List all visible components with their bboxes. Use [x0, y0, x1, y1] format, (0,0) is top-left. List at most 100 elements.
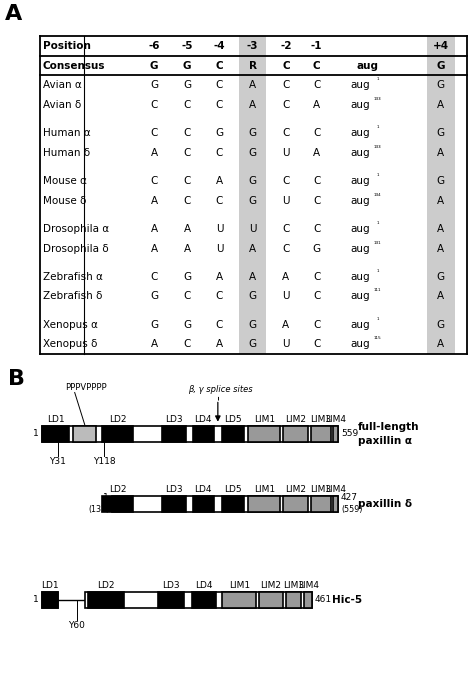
Bar: [88, 592, 124, 608]
Text: -4: -4: [214, 41, 225, 51]
Text: C: C: [216, 320, 223, 330]
Bar: [102, 426, 133, 442]
Text: Y60: Y60: [68, 621, 85, 630]
Text: LIM3: LIM3: [310, 485, 331, 494]
Text: A: A: [313, 148, 320, 158]
Text: C: C: [313, 320, 320, 330]
Text: C: C: [313, 128, 320, 138]
Text: Zebrafish α: Zebrafish α: [43, 272, 102, 282]
Text: G: G: [248, 291, 257, 301]
Text: G: G: [248, 128, 257, 138]
Text: -1: -1: [311, 41, 322, 51]
Text: A: A: [150, 243, 158, 254]
Text: A: A: [150, 340, 158, 349]
Bar: [222, 426, 244, 442]
Text: ¹: ¹: [376, 174, 379, 179]
Text: C: C: [282, 80, 290, 90]
Text: ¹³⁴: ¹³⁴: [374, 194, 382, 198]
Text: +4: +4: [433, 41, 449, 51]
Text: C: C: [150, 272, 158, 282]
Text: 559: 559: [341, 429, 358, 438]
Text: LIM1: LIM1: [254, 415, 275, 424]
Text: C: C: [183, 291, 191, 301]
Text: A: A: [282, 272, 290, 282]
Text: Consensus: Consensus: [43, 61, 105, 70]
Bar: [42, 426, 69, 442]
Text: A: A: [249, 100, 256, 110]
Text: LD3: LD3: [165, 415, 183, 424]
Text: C: C: [313, 272, 320, 282]
Text: G: G: [150, 320, 158, 330]
Text: C: C: [313, 176, 320, 186]
Text: C: C: [216, 148, 223, 158]
Text: Xenopus α: Xenopus α: [43, 320, 98, 330]
Text: LD1: LD1: [41, 581, 59, 590]
Text: C: C: [282, 100, 290, 110]
Text: C: C: [216, 100, 223, 110]
Text: U: U: [216, 243, 223, 254]
Text: LIM2: LIM2: [285, 415, 306, 424]
Text: Position: Position: [43, 41, 91, 51]
Text: Xenopus δ: Xenopus δ: [43, 340, 97, 349]
Bar: [112, 496, 338, 512]
Text: U: U: [282, 340, 290, 349]
Text: G: G: [150, 291, 158, 301]
Text: C: C: [282, 176, 290, 186]
Text: -3: -3: [247, 41, 258, 51]
Text: A: A: [437, 196, 445, 206]
Text: LIM1: LIM1: [228, 581, 250, 590]
Text: LIM2: LIM2: [285, 485, 306, 494]
Text: aug: aug: [350, 196, 370, 206]
Text: C: C: [282, 224, 290, 234]
Text: β, γ splice sites: β, γ splice sites: [188, 385, 252, 394]
Bar: [192, 426, 214, 442]
Text: Human δ: Human δ: [43, 148, 90, 158]
Text: Y31: Y31: [49, 457, 66, 466]
Text: C: C: [313, 61, 320, 70]
Text: Mouse δ: Mouse δ: [43, 196, 86, 206]
Text: C: C: [216, 80, 223, 90]
Text: paxillin δ: paxillin δ: [358, 499, 412, 509]
Bar: [333, 496, 338, 512]
Text: U: U: [282, 291, 290, 301]
Text: A: A: [437, 291, 445, 301]
Text: A: A: [282, 320, 290, 330]
Text: ¹: ¹: [376, 126, 379, 131]
Text: A: A: [437, 340, 445, 349]
Text: LD3: LD3: [165, 485, 183, 494]
Bar: [259, 592, 283, 608]
Text: LD4: LD4: [194, 485, 212, 494]
Bar: [192, 496, 214, 512]
Text: LIM1: LIM1: [254, 485, 275, 494]
Text: LD5: LD5: [224, 485, 242, 494]
Text: C: C: [183, 148, 191, 158]
Bar: [73, 426, 96, 442]
Text: G: G: [248, 176, 257, 186]
Text: G: G: [150, 80, 158, 90]
Text: LD1: LD1: [47, 415, 64, 424]
Text: G: G: [437, 80, 445, 90]
Text: (133): (133): [88, 505, 109, 514]
Bar: [158, 592, 184, 608]
Bar: [283, 426, 308, 442]
Text: A: A: [313, 100, 320, 110]
Text: A: A: [183, 243, 191, 254]
Bar: [427, 36, 455, 354]
Text: Hic-5: Hic-5: [332, 595, 362, 605]
Bar: [286, 592, 301, 608]
Text: ¹³¹: ¹³¹: [374, 241, 382, 247]
Text: LD5: LD5: [224, 415, 242, 424]
Text: A: A: [437, 100, 445, 110]
Text: ¹³³: ¹³³: [374, 98, 382, 103]
Text: A: A: [216, 176, 223, 186]
Text: Avian δ: Avian δ: [43, 100, 81, 110]
Text: C: C: [150, 128, 158, 138]
Text: C: C: [313, 80, 320, 90]
Text: C: C: [150, 100, 158, 110]
Text: A: A: [437, 243, 445, 254]
Bar: [42, 592, 58, 608]
Text: aug: aug: [350, 128, 370, 138]
Text: Human α: Human α: [43, 128, 90, 138]
Bar: [311, 426, 330, 442]
Text: -2: -2: [280, 41, 292, 51]
